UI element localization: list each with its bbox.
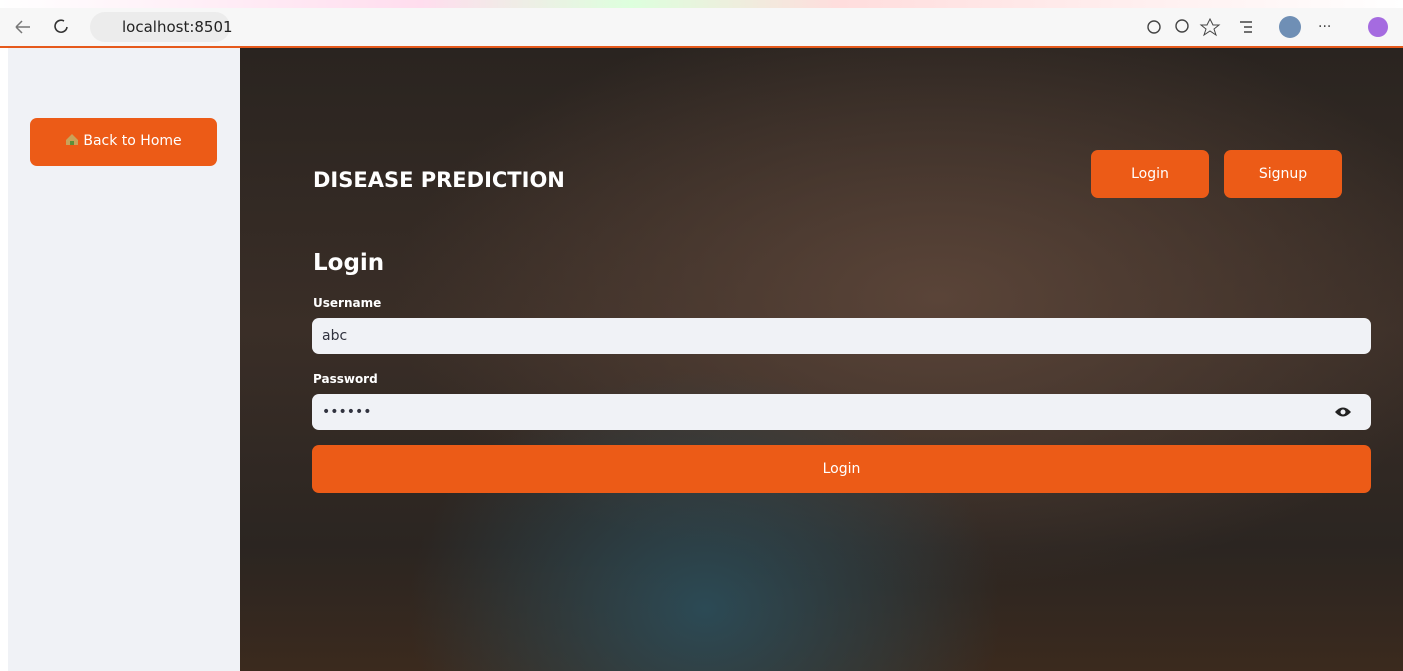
field-label: Username bbox=[313, 296, 381, 310]
main: DISEASE PREDICTION Login Signup Login Us… bbox=[240, 48, 1403, 671]
field-label: Password bbox=[313, 372, 378, 386]
form-heading: Login bbox=[313, 250, 384, 276]
button-text: Back to Home bbox=[83, 133, 181, 149]
top-strip bbox=[0, 0, 1403, 8]
login-submit[interactable]: Login bbox=[312, 445, 1371, 493]
app-title: DISEASE PREDICTION bbox=[313, 168, 565, 192]
nav-login[interactable]: Login bbox=[1091, 150, 1209, 198]
nav-icons[interactable] bbox=[14, 17, 74, 37]
password-input[interactable]: •••••• bbox=[312, 394, 1371, 430]
username-input[interactable]: abc bbox=[312, 318, 1371, 354]
toolbar-icons[interactable]: ··· bbox=[1140, 14, 1400, 40]
sidebar: Back to Home bbox=[8, 48, 240, 671]
home-icon bbox=[65, 132, 79, 146]
show-password-icon[interactable] bbox=[1334, 405, 1352, 419]
nav-signup[interactable]: Signup bbox=[1224, 150, 1342, 198]
back-home-button[interactable]: Back to Home bbox=[30, 118, 217, 166]
browser-bar: localhost:8501 ··· bbox=[0, 8, 1403, 48]
svg-text:···: ··· bbox=[1318, 19, 1331, 35]
url-bar[interactable]: localhost:8501 bbox=[90, 12, 230, 42]
page: localhost:8501 ··· Back to Home DISEASE … bbox=[0, 0, 1403, 671]
